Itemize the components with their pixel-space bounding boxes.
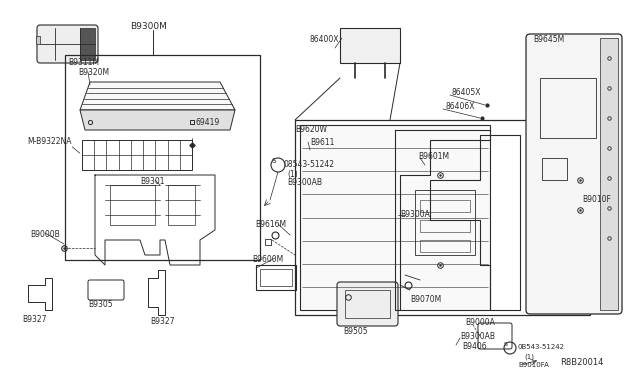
Bar bbox=[36, 36, 40, 44]
Bar bbox=[540, 78, 596, 138]
FancyBboxPatch shape bbox=[37, 25, 98, 63]
Text: B9300A: B9300A bbox=[400, 210, 430, 219]
Text: B9010F: B9010F bbox=[582, 195, 611, 204]
Bar bbox=[260, 269, 292, 286]
Text: (1): (1) bbox=[287, 170, 298, 179]
Bar bbox=[420, 220, 470, 232]
Text: B9600M: B9600M bbox=[252, 255, 284, 264]
Text: 86400X: 86400X bbox=[310, 35, 339, 44]
Text: R8B20014: R8B20014 bbox=[560, 358, 604, 367]
Polygon shape bbox=[300, 125, 490, 310]
Polygon shape bbox=[80, 110, 235, 130]
Text: S: S bbox=[272, 158, 276, 164]
Bar bbox=[345, 290, 390, 318]
Text: 08543-51242: 08543-51242 bbox=[283, 160, 334, 169]
Text: B9300AB: B9300AB bbox=[460, 332, 495, 341]
Bar bbox=[80, 28, 95, 60]
FancyBboxPatch shape bbox=[526, 34, 622, 314]
Text: B9000A: B9000A bbox=[465, 318, 495, 327]
Text: B9616M: B9616M bbox=[255, 220, 286, 229]
Text: B9301: B9301 bbox=[140, 177, 164, 186]
Text: (1): (1) bbox=[524, 354, 534, 360]
Text: B9010FA: B9010FA bbox=[518, 362, 549, 368]
Text: 0B543-51242: 0B543-51242 bbox=[518, 344, 565, 350]
Polygon shape bbox=[80, 82, 235, 110]
Text: B9611: B9611 bbox=[310, 138, 334, 147]
Bar bbox=[420, 200, 470, 212]
Text: B9601M: B9601M bbox=[418, 152, 449, 161]
Text: 69419: 69419 bbox=[195, 118, 220, 127]
Text: S: S bbox=[504, 341, 508, 346]
Text: B9327: B9327 bbox=[150, 317, 175, 326]
Bar bbox=[600, 38, 618, 310]
Bar bbox=[82, 140, 192, 170]
Bar bbox=[542, 158, 567, 180]
Bar bbox=[420, 240, 470, 252]
Text: B9406: B9406 bbox=[462, 342, 486, 351]
Text: B9000B: B9000B bbox=[30, 230, 60, 239]
Text: M-B9322NA: M-B9322NA bbox=[28, 137, 72, 146]
Text: B9305: B9305 bbox=[88, 300, 113, 309]
Text: B9645M: B9645M bbox=[533, 35, 564, 44]
Bar bbox=[110, 185, 155, 225]
Bar bbox=[415, 190, 475, 255]
Text: 86405X: 86405X bbox=[452, 88, 481, 97]
Text: B9320M: B9320M bbox=[78, 68, 109, 77]
Bar bbox=[295, 120, 590, 315]
Text: B9505: B9505 bbox=[343, 327, 367, 336]
Bar bbox=[65, 55, 260, 260]
Text: 86406X: 86406X bbox=[445, 102, 474, 111]
Text: B9311M: B9311M bbox=[68, 58, 99, 67]
FancyBboxPatch shape bbox=[337, 282, 398, 326]
Bar bbox=[256, 265, 296, 290]
Text: B9300M: B9300M bbox=[130, 22, 167, 31]
Bar bbox=[168, 185, 195, 225]
Text: B9070M: B9070M bbox=[410, 295, 441, 304]
Text: B9620W: B9620W bbox=[295, 125, 327, 134]
Text: B9300AB: B9300AB bbox=[287, 178, 322, 187]
Bar bbox=[340, 28, 400, 63]
Text: B9327: B9327 bbox=[22, 315, 47, 324]
